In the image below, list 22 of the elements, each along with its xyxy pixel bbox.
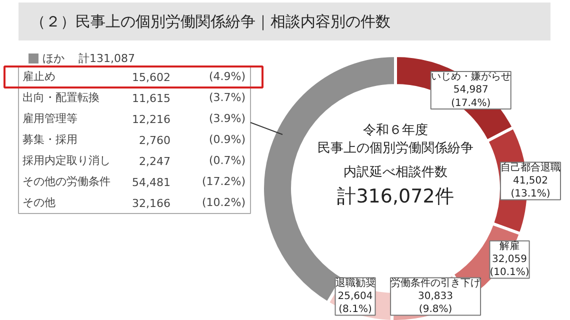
data-label: 25,604 (8.1%) <box>338 291 373 316</box>
text: 雇用管理等 12,216 (3.9%) <box>22 112 246 126</box>
text: 募集・採用 2,760 (0.9%) <box>22 133 246 147</box>
slice-label: 解雇 <box>500 240 520 252</box>
text: 雇止め 15,602 (4.9%) <box>22 70 246 84</box>
text: 採用内定取り消し 2,247 (0.7%) <box>22 154 246 168</box>
data-label: 32,059 (10.1%) <box>490 254 530 278</box>
text: 出向・配置転換 11,615 (3.7%) <box>22 91 246 105</box>
data-label: 41,502 (13.1%) <box>510 176 550 200</box>
text: その他の労働条件 54,481 (17.2%) <box>22 175 246 189</box>
text: 内訳延べ相談件数 <box>344 165 448 180</box>
text: 民事上の個別労働関係紛争 <box>318 141 474 156</box>
data-label: 計131,087 <box>78 52 135 65</box>
chart-title: （２）民事上の個別労働関係紛争｜相談内容別の件数 <box>30 12 390 30</box>
data-label: 54,987 (17.4%) <box>451 84 491 109</box>
text: その他 32,166 (10.2%) <box>22 196 246 210</box>
text: 令和６年度 <box>363 122 428 138</box>
text: 計316,072件 <box>337 186 454 208</box>
slice-label: 自己都合退職 <box>500 161 560 174</box>
legend-label: ほか <box>42 52 64 65</box>
slice-label: 退職勧奨 <box>335 276 376 289</box>
slice-label: いじめ・嫌がらせ <box>430 70 511 83</box>
